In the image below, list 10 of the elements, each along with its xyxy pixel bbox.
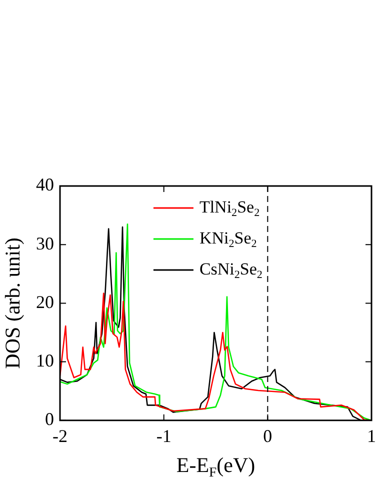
y-tick-label: 0 — [45, 409, 54, 430]
y-tick-label: 40 — [36, 174, 54, 195]
x-tick-label: 0 — [263, 426, 272, 446]
y-tick-label: 30 — [36, 233, 54, 254]
x-tick-label: -1 — [156, 426, 172, 446]
y-tick-label: 20 — [36, 292, 54, 312]
y-tick-label: 10 — [36, 350, 54, 371]
x-tick-label: -2 — [52, 426, 68, 446]
y-axis-title: DOS (arb. unit) — [0, 238, 25, 369]
x-tick-label: 1 — [367, 426, 376, 446]
